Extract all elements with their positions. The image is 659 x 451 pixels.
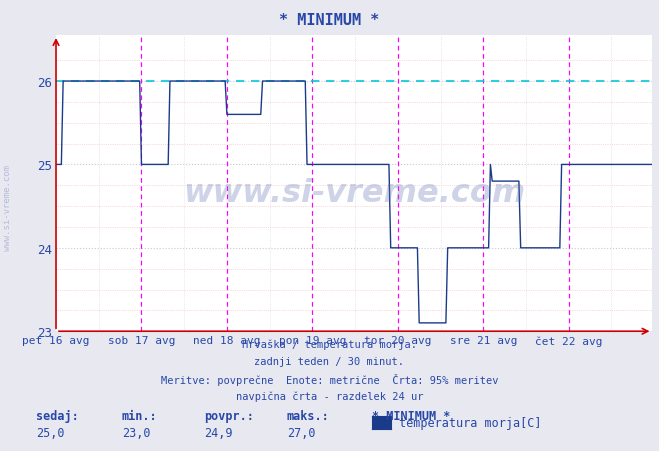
Text: Meritve: povprečne  Enote: metrične  Črta: 95% meritev: Meritve: povprečne Enote: metrične Črta:… bbox=[161, 373, 498, 386]
Text: temperatura morja[C]: temperatura morja[C] bbox=[399, 416, 541, 429]
Text: www.si-vreme.com: www.si-vreme.com bbox=[3, 165, 13, 250]
Text: Hrvaška / temperatura morja.: Hrvaška / temperatura morja. bbox=[242, 339, 417, 350]
Text: * MINIMUM *: * MINIMUM * bbox=[279, 13, 380, 28]
Text: maks.:: maks.: bbox=[287, 410, 330, 423]
Text: zadnji teden / 30 minut.: zadnji teden / 30 minut. bbox=[254, 356, 405, 366]
Text: sedaj:: sedaj: bbox=[36, 410, 79, 423]
Text: povpr.:: povpr.: bbox=[204, 410, 254, 423]
Text: * MINIMUM *: * MINIMUM * bbox=[372, 410, 451, 423]
Text: 24,9: 24,9 bbox=[204, 426, 233, 439]
Text: www.si-vreme.com: www.si-vreme.com bbox=[183, 177, 525, 208]
Text: 27,0: 27,0 bbox=[287, 426, 315, 439]
Text: navpična črta - razdelek 24 ur: navpična črta - razdelek 24 ur bbox=[236, 391, 423, 401]
Text: 23,0: 23,0 bbox=[122, 426, 150, 439]
Text: min.:: min.: bbox=[122, 410, 158, 423]
Text: 25,0: 25,0 bbox=[36, 426, 65, 439]
